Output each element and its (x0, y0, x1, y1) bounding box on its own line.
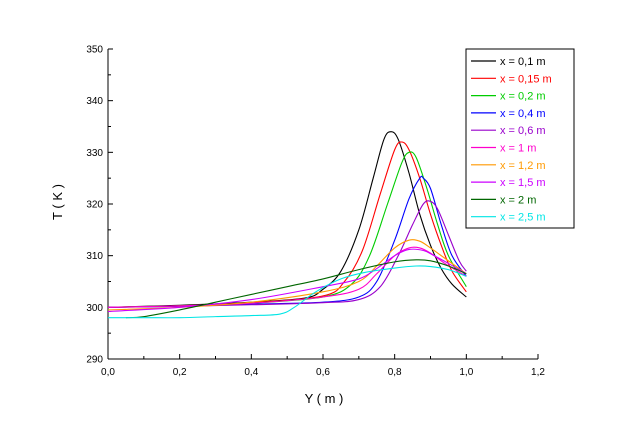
x-tick-label: 0,4 (244, 367, 258, 378)
series-line-7 (107, 239, 467, 311)
axes: 0,0 0,2 0,4 0,6 0,8 1,0 1,2 290 300 310 320 330 340 3… (86, 45, 545, 379)
legend-label: x = 0,4 m (500, 108, 546, 120)
x-tick-label: 0,6 (316, 367, 330, 378)
y-tick-label: 350 (86, 45, 103, 56)
y-tick-label: 320 (86, 200, 103, 211)
legend-label: x = 0,15 m (500, 73, 552, 85)
series-line-4 (107, 175, 467, 308)
series-line-9 (125, 259, 467, 319)
y-tick-label: 310 (86, 251, 103, 262)
series-group (107, 131, 467, 319)
legend-label: x = 2 m (500, 194, 536, 206)
x-tick-label: 0,2 (173, 367, 187, 378)
legend-label: x = 0,2 m (500, 91, 546, 103)
series-line-5 (107, 200, 467, 308)
legend-label: x = 0,6 m (500, 125, 546, 137)
x-axis-label: Y ( m ) (305, 391, 344, 406)
legend-label: x = 1,2 m (500, 160, 546, 172)
x-tick-label: 1,0 (459, 367, 473, 378)
legend-label: x = 1,5 m (500, 177, 546, 189)
legend-label: x = 1 m (500, 143, 536, 155)
legend-label: x = 0,1 m (500, 56, 546, 68)
series-line-10 (107, 265, 467, 319)
y-tick-label: 340 (86, 96, 103, 107)
y-tick-label: 290 (86, 355, 103, 366)
series-line-3 (107, 151, 467, 308)
series-line-8 (107, 248, 467, 313)
x-tick-label: 0,0 (101, 367, 115, 378)
x-tick-label: 1,2 (531, 367, 545, 378)
x-tick-label: 0,8 (388, 367, 402, 378)
series-line-6 (107, 246, 467, 308)
legend-label: x = 2,5 m (500, 212, 546, 224)
y-axis-label: T ( K ) (50, 184, 65, 220)
y-tick-label: 330 (86, 148, 103, 159)
legend: x = 0,1 m x = 0,15 m x = 0,2 m x = 0,4 m x =… (465, 48, 575, 229)
y-tick-label: 300 (86, 303, 103, 314)
